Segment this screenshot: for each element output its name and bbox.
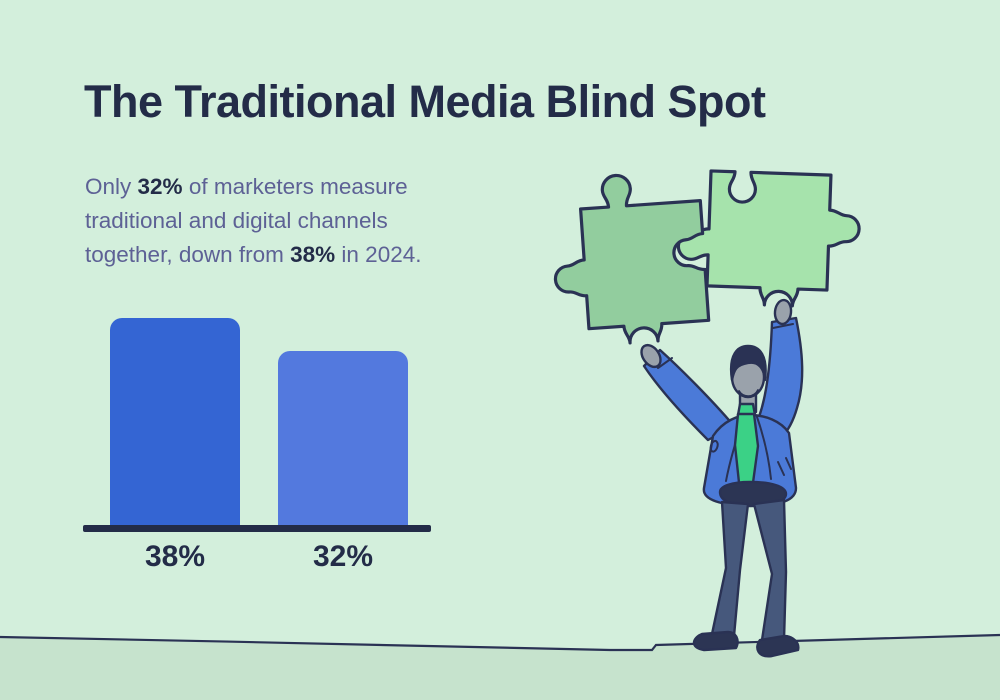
bar-32-percent (278, 350, 408, 525)
person-chin-line (738, 389, 759, 398)
intro-text: Only 32% of marketers measure traditiona… (85, 170, 440, 272)
intro-part3: in 2024. (335, 242, 422, 267)
stat-previous: 38% (290, 242, 336, 267)
ground-line (0, 633, 1000, 652)
jacket-detail-strokes (657, 323, 794, 476)
person-figure (640, 298, 804, 658)
puzzle-piece-left (553, 173, 711, 345)
person-right-leg (752, 498, 788, 642)
puzzle-piece-right (676, 169, 861, 308)
intro-part2: of marketers measure traditional and dig… (85, 174, 408, 267)
stat-current: 32% (137, 174, 183, 199)
person-left-hand (640, 343, 662, 369)
person-left-shoe (692, 630, 739, 652)
person-holding-puzzle-pieces-illustration (553, 169, 861, 658)
bar-38-percent (110, 317, 240, 525)
bar-label-38: 38% (144, 540, 206, 573)
person-right-arm (751, 316, 804, 440)
person-hair (729, 344, 767, 382)
bar-label-32: 32% (312, 540, 374, 573)
person-right-shoe (756, 634, 800, 658)
person-left-leg (710, 500, 750, 638)
intro-part1: Only (85, 174, 138, 199)
page-title: The Traditional Media Blind Spot (84, 76, 766, 127)
chart-baseline (83, 525, 431, 532)
ground-fill (0, 635, 1000, 700)
bar-chart: 38% 32% (83, 300, 431, 590)
person-right-hand (773, 298, 793, 326)
